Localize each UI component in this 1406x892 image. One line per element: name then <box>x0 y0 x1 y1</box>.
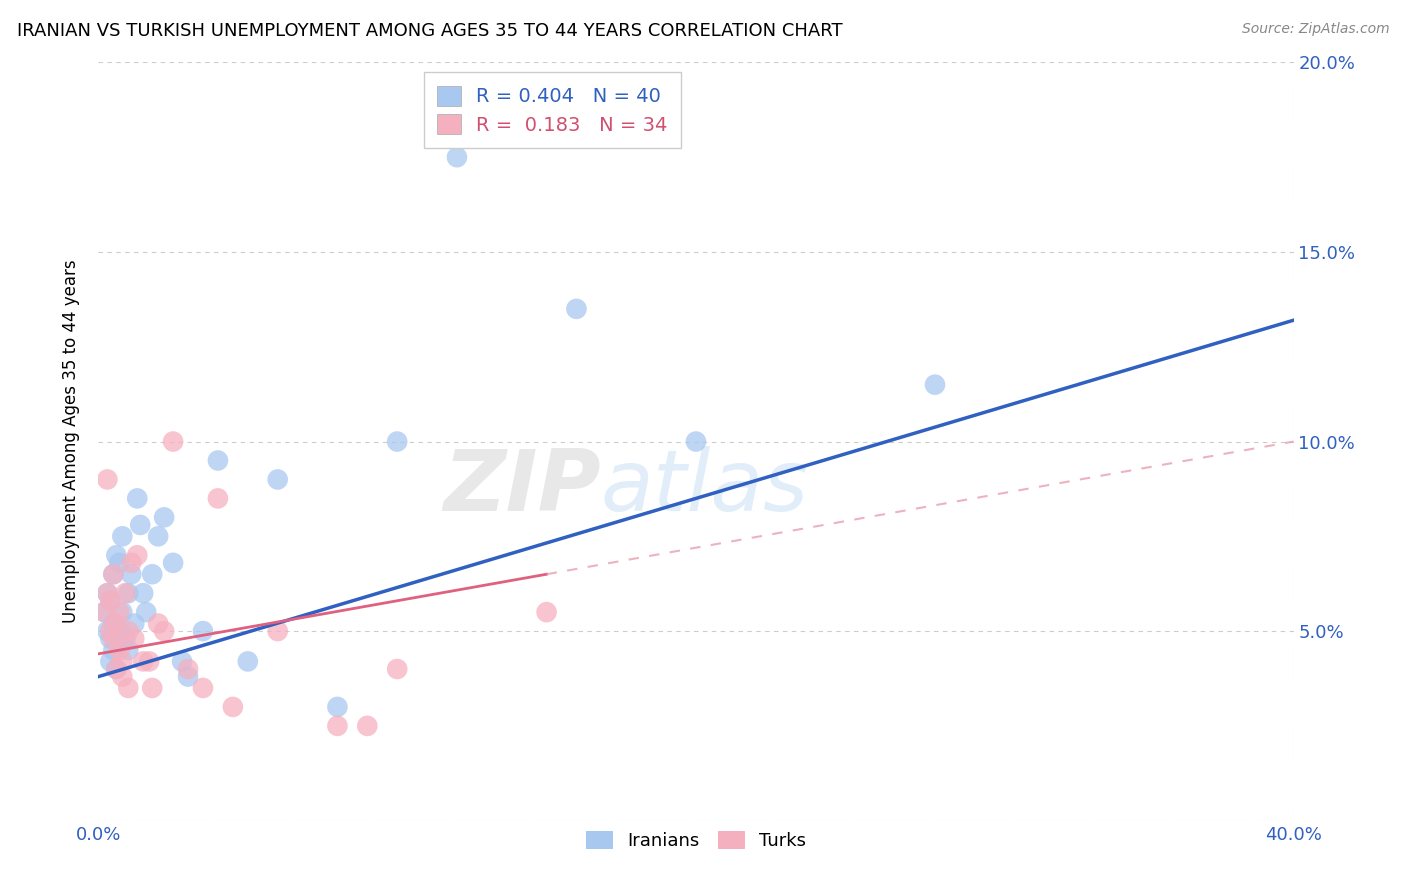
Point <box>111 669 134 684</box>
Point <box>446 150 468 164</box>
Point <box>117 624 139 639</box>
Point <box>103 643 125 657</box>
Point <box>105 616 128 631</box>
Point <box>385 434 409 449</box>
Y-axis label: Unemployment Among Ages 35 to 44 years: Unemployment Among Ages 35 to 44 years <box>62 260 80 624</box>
Point <box>93 605 115 619</box>
Point <box>141 681 163 695</box>
Point <box>103 632 125 646</box>
Point <box>267 473 290 487</box>
Point <box>117 643 139 657</box>
Point <box>98 594 122 608</box>
Point <box>96 473 118 487</box>
Point <box>103 567 125 582</box>
Point <box>120 556 142 570</box>
Point <box>148 616 170 631</box>
Point <box>127 491 149 506</box>
Point <box>565 301 588 316</box>
Point <box>685 434 707 449</box>
Point <box>114 586 136 600</box>
Point <box>105 548 128 563</box>
Point <box>108 643 131 657</box>
Text: ZIP: ZIP <box>443 445 600 529</box>
Point <box>536 605 558 619</box>
Point <box>111 655 134 669</box>
Point <box>385 662 409 676</box>
Point <box>93 605 115 619</box>
Point <box>124 632 146 646</box>
Point <box>153 624 176 639</box>
Point <box>129 517 152 532</box>
Point <box>326 699 349 714</box>
Point <box>120 567 142 582</box>
Point <box>103 567 125 582</box>
Point <box>162 434 184 449</box>
Text: IRANIAN VS TURKISH UNEMPLOYMENT AMONG AGES 35 TO 44 YEARS CORRELATION CHART: IRANIAN VS TURKISH UNEMPLOYMENT AMONG AG… <box>17 22 842 40</box>
Point <box>98 594 122 608</box>
Point <box>148 529 170 543</box>
Point <box>236 655 259 669</box>
Point <box>138 655 160 669</box>
Point <box>117 586 139 600</box>
Point <box>108 624 131 639</box>
Point <box>111 529 134 543</box>
Point <box>172 655 194 669</box>
Point <box>326 719 349 733</box>
Point <box>135 605 157 619</box>
Point <box>98 655 122 669</box>
Point <box>356 719 378 733</box>
Point <box>105 662 128 676</box>
Point <box>132 655 155 669</box>
Legend: Iranians, Turks: Iranians, Turks <box>578 823 814 857</box>
Point <box>191 681 214 695</box>
Point <box>207 453 229 467</box>
Point <box>96 586 118 600</box>
Text: Source: ZipAtlas.com: Source: ZipAtlas.com <box>1241 22 1389 37</box>
Point <box>103 616 125 631</box>
Point <box>96 586 118 600</box>
Point <box>108 556 131 570</box>
Point <box>108 605 131 619</box>
Point <box>177 669 200 684</box>
Point <box>267 624 290 639</box>
Point <box>141 567 163 582</box>
Point <box>114 632 136 646</box>
Point <box>127 548 149 563</box>
Point <box>98 624 122 639</box>
Point <box>207 491 229 506</box>
Text: atlas: atlas <box>600 445 808 529</box>
Point <box>153 510 176 524</box>
Point <box>924 377 946 392</box>
Point <box>162 556 184 570</box>
Point <box>96 624 118 639</box>
Point <box>124 616 146 631</box>
Point <box>177 662 200 676</box>
Point <box>111 605 134 619</box>
Point <box>117 681 139 695</box>
Point <box>98 632 122 646</box>
Point <box>191 624 214 639</box>
Point <box>222 699 245 714</box>
Point <box>132 586 155 600</box>
Point <box>105 662 128 676</box>
